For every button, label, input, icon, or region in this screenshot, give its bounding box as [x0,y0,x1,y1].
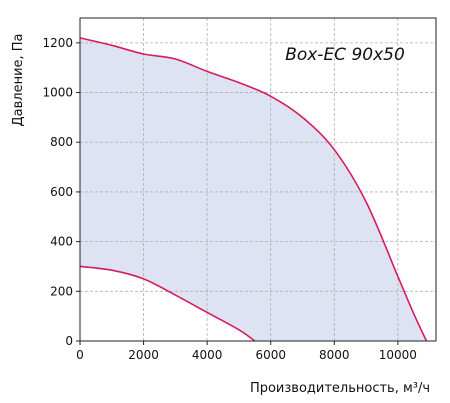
chart-title: Box-EC 90x50 [285,45,405,65]
y-tick-label: 1000 [42,86,73,100]
x-axis-ticks: 0 2000 4000 6000 8000 10000 [76,341,417,362]
series-group [79,37,428,342]
y-tick-label: 200 [50,284,73,298]
max-pressure-curve [79,37,428,342]
y-tick-label: 400 [50,235,73,249]
x-axis-label: Производительность, м³/ч [250,381,430,396]
y-tick-label: 600 [50,185,73,199]
x-tick-label: 6000 [255,348,286,362]
y-tick-label: 1200 [42,36,73,50]
x-tick-label: 10000 [379,348,417,362]
grid [80,18,436,341]
x-tick-label: 0 [76,348,84,362]
y-tick-label: 0 [65,334,73,348]
y-tick-label: 800 [50,135,73,149]
plot-frame [79,17,437,342]
y-axis-ticks: 0 200 400 600 800 1000 1200 [42,36,80,348]
min-pressure-curve [79,265,256,342]
operating-range-area [80,37,427,341]
x-tick-label: 4000 [192,348,223,362]
x-tick-label: 2000 [128,348,159,362]
y-axis-label: Давление, Па [11,33,26,126]
x-tick-label: 8000 [319,348,350,362]
